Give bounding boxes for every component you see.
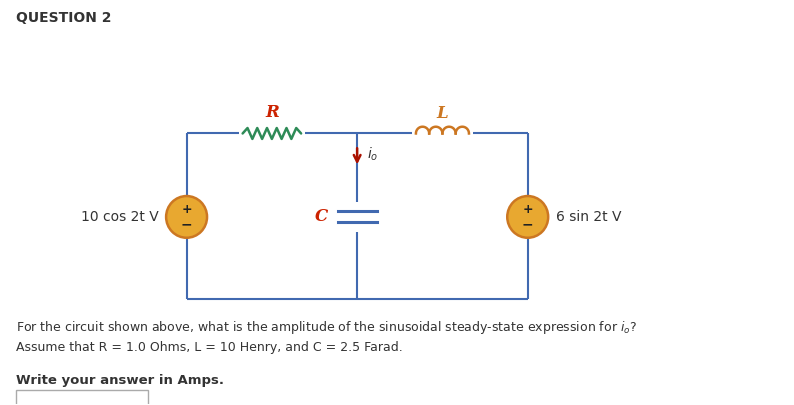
Circle shape [166, 196, 207, 238]
Text: R: R [265, 104, 279, 121]
Text: −: − [181, 217, 192, 231]
Text: L: L [437, 104, 449, 122]
Text: −: − [522, 217, 534, 231]
Text: 6 sin 2t V: 6 sin 2t V [556, 210, 622, 224]
Text: 10 cos 2t V: 10 cos 2t V [80, 210, 158, 224]
Text: Assume that R = 1.0 Ohms, L = 10 Henry, and C = 2.5 Farad.: Assume that R = 1.0 Ohms, L = 10 Henry, … [16, 341, 403, 354]
Text: For the circuit shown above, what is the amplitude of the sinusoidal steady-stat: For the circuit shown above, what is the… [16, 319, 637, 336]
Text: Write your answer in Amps.: Write your answer in Amps. [16, 374, 224, 387]
Text: QUESTION 2: QUESTION 2 [16, 11, 111, 26]
Text: C: C [314, 209, 328, 226]
FancyBboxPatch shape [16, 390, 148, 405]
Text: +: + [181, 203, 192, 216]
Text: $i_o$: $i_o$ [367, 146, 378, 163]
Circle shape [507, 196, 548, 238]
Text: +: + [522, 203, 533, 216]
